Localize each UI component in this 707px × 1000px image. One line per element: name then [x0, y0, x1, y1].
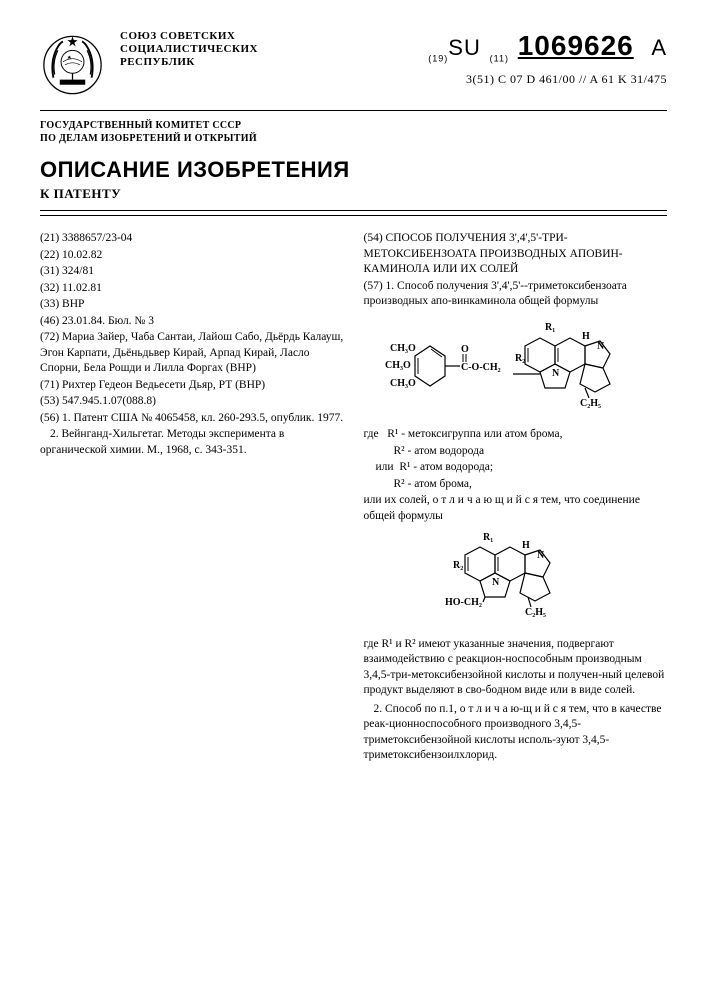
svg-text:N: N	[597, 341, 605, 352]
svg-text:CH₃O: CH₃O	[390, 378, 416, 389]
committee-line2: ПО ДЕЛАМ ИЗОБРЕТЕНИЙ И ОТКРЫТИЙ	[40, 132, 667, 145]
svg-text:C₂H₅: C₂H₅	[525, 607, 546, 618]
patent-page: СОЮЗ СОВЕТСКИХ СОЦИАЛИСТИЧЕСКИХ РЕСПУБЛИ…	[0, 0, 707, 795]
field-21: (21) 3388657/23-04	[40, 231, 344, 247]
r2-def: R² - атом водорода	[364, 444, 668, 460]
svg-text:R₁: R₁	[483, 532, 493, 543]
field-71: (71) Рихтер Гедеон Ведьесети Дьяр, РТ (В…	[40, 378, 344, 394]
pub-code: (19)SU (11) 1069626 A	[394, 30, 668, 64]
union-line3: РЕСПУБЛИК	[120, 56, 394, 69]
field-53: (53) 547.945.1.07(088.8)	[40, 394, 344, 410]
where-label: где R¹ - метоксигруппа или атом брома,	[364, 427, 668, 443]
svg-text:R₁: R₁	[545, 322, 555, 333]
svg-text:H: H	[582, 331, 590, 342]
svg-text:N: N	[552, 368, 560, 379]
field-54: (54) СПОСОБ ПОЛУЧЕНИЯ 3',4',5'-ТРИ-МЕТОК…	[364, 231, 668, 278]
body-columns: (21) 3388657/23-04 (22) 10.02.82 (31) 32…	[40, 231, 667, 765]
svg-text:H: H	[522, 540, 530, 551]
committee: ГОСУДАРСТВЕННЫЙ КОМИТЕТ СССР ПО ДЕЛАМ ИЗ…	[40, 119, 667, 145]
r2-def2: R² - атом брома,	[364, 477, 668, 493]
divider-1	[40, 110, 667, 111]
field-22: (22) 10.02.82	[40, 248, 344, 264]
ussr-emblem	[40, 30, 105, 100]
union-text: СОЮЗ СОВЕТСКИХ СОЦИАЛИСТИЧЕСКИХ РЕСПУБЛИ…	[120, 30, 394, 70]
classification: 3(51) C 07 D 461/00 // A 61 K 31/475	[394, 72, 668, 87]
divider-3	[40, 215, 667, 216]
field-46: (46) 23.01.84. Бюл. № 3	[40, 314, 344, 330]
committee-line1: ГОСУДАРСТВЕННЫЙ КОМИТЕТ СССР	[40, 119, 667, 132]
svg-text:O: O	[461, 344, 469, 355]
field-33: (33) ВНР	[40, 297, 344, 313]
union-line1: СОЮЗ СОВЕТСКИХ	[120, 30, 394, 43]
field-72: (72) Мариа Зайер, Чаба Сантаи, Лайош Саб…	[40, 330, 344, 377]
header: СОЮЗ СОВЕТСКИХ СОЦИАЛИСТИЧЕСКИХ РЕСПУБЛИ…	[40, 30, 667, 100]
chemical-formula-2: R₁ R₂ N N H HO-CH₂ C₂H₅	[364, 530, 668, 631]
title-block: ОПИСАНИЕ ИЗОБРЕТЕНИЯ К ПАТЕНТУ	[40, 157, 667, 202]
title-main: ОПИСАНИЕ ИЗОБРЕТЕНИЯ	[40, 157, 667, 183]
svg-text:R₂: R₂	[453, 560, 463, 571]
reference-2: 2. Вейнганд-Хильгетаг. Методы эксперимен…	[40, 427, 344, 458]
svg-text:C₂H₅: C₂H₅	[580, 398, 601, 409]
svg-text:N: N	[537, 550, 545, 561]
field-56: (56) 1. Патент США № 4065458, кл. 260-29…	[40, 411, 344, 427]
claim-2: 2. Способ по п.1, о т л и ч а ю-щ и й с …	[364, 702, 668, 764]
chemical-formula-1: CH₃O CH₃O CH₃O C-O-CH₂ O	[364, 316, 668, 422]
field-31: (31) 324/81	[40, 264, 344, 280]
salts-text: или их солей, о т л и ч а ю щ и й с я те…	[364, 493, 668, 524]
publication-number: (19)SU (11) 1069626 A 3(51) C 07 D 461/0…	[394, 30, 668, 87]
field-57-1: (57) 1. Способ получения 3',4',5'--триме…	[364, 279, 668, 310]
left-column: (21) 3388657/23-04 (22) 10.02.82 (31) 32…	[40, 231, 344, 765]
where2-text: где R¹ и R² имеют указанные значения, по…	[364, 637, 668, 699]
svg-text:C-O-CH₂: C-O-CH₂	[461, 362, 501, 373]
divider-2	[40, 210, 667, 211]
union-line2: СОЦИАЛИСТИЧЕСКИХ	[120, 43, 394, 56]
or-label: или R¹ - атом водорода;	[364, 460, 668, 476]
svg-text:N: N	[492, 577, 500, 588]
svg-text:CH₃O: CH₃O	[385, 360, 411, 371]
svg-text:HO-CH₂: HO-CH₂	[445, 597, 482, 608]
right-column: (54) СПОСОБ ПОЛУЧЕНИЯ 3',4',5'-ТРИ-МЕТОК…	[364, 231, 668, 765]
svg-text:R₂: R₂	[515, 353, 525, 364]
field-32: (32) 11.02.81	[40, 281, 344, 297]
title-sub: К ПАТЕНТУ	[40, 186, 667, 202]
svg-text:CH₃O: CH₃O	[390, 343, 416, 354]
